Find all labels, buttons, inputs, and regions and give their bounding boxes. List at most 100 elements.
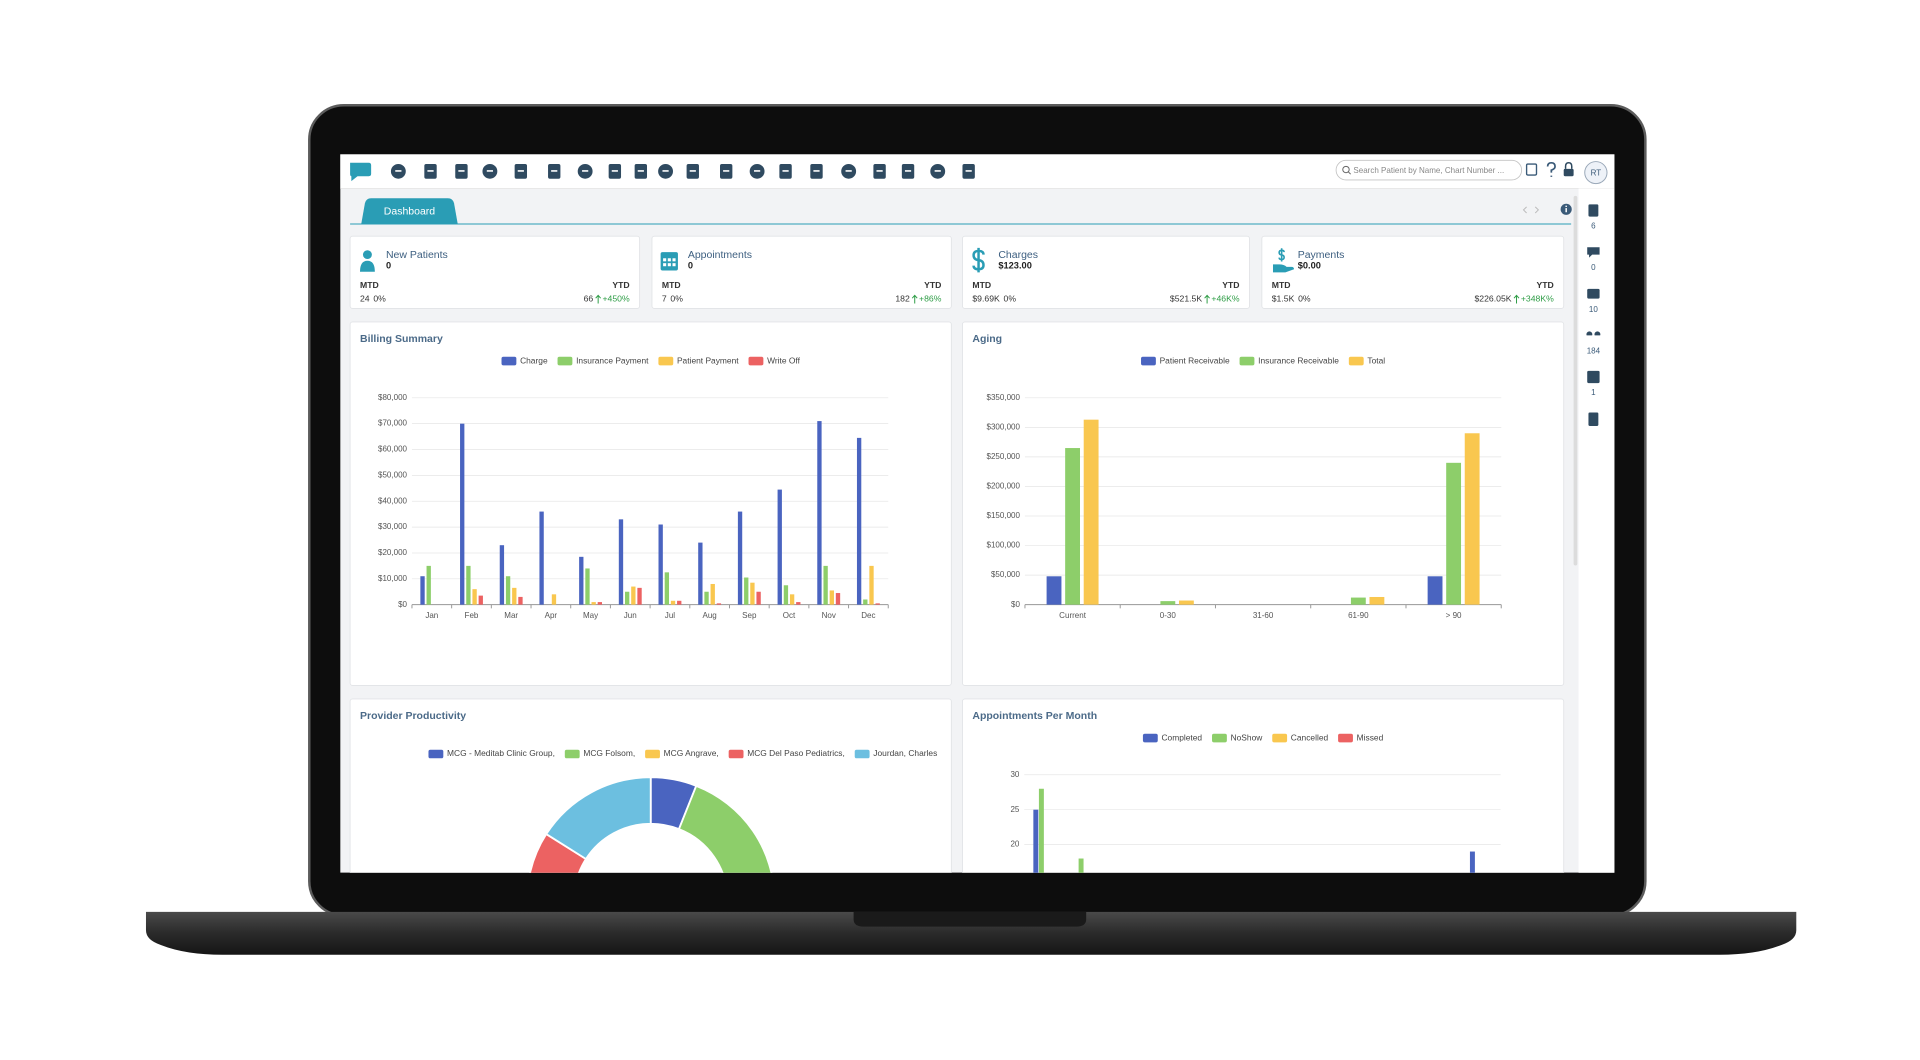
bar[interactable] — [618, 519, 624, 605]
rail-icon[interactable] — [1586, 331, 1601, 336]
rail-icon[interactable] — [1587, 247, 1600, 258]
bar[interactable] — [637, 587, 642, 605]
search-placeholder[interactable]: Search Patient by Name, Chart Number ... — [1353, 166, 1504, 175]
legend-swatch[interactable] — [557, 356, 573, 366]
bar[interactable] — [658, 524, 663, 605]
rail-icon[interactable] — [1587, 288, 1600, 299]
legend-swatch[interactable] — [428, 749, 444, 759]
bar[interactable] — [518, 596, 523, 605]
toolbar-icon[interactable] — [686, 164, 699, 179]
legend-swatch[interactable] — [748, 356, 764, 366]
bar[interactable] — [1065, 448, 1080, 605]
legend-label[interactable]: Patient Receivable — [1160, 355, 1230, 365]
bar[interactable] — [875, 603, 880, 605]
legend-swatch[interactable] — [564, 749, 580, 759]
bar[interactable] — [472, 589, 477, 605]
legend-swatch[interactable] — [1338, 733, 1353, 743]
legend-swatch[interactable] — [1272, 733, 1288, 743]
legend-swatch[interactable] — [658, 356, 674, 366]
rail-icon[interactable] — [1588, 204, 1599, 217]
user-avatar[interactable] — [1584, 161, 1608, 185]
bar[interactable] — [1446, 462, 1462, 605]
bar[interactable] — [1083, 419, 1099, 605]
bar[interactable] — [625, 591, 630, 605]
legend-label[interactable]: Write Off — [767, 355, 801, 365]
bar[interactable] — [1033, 809, 1039, 984]
toolbar-icon[interactable] — [873, 164, 886, 179]
toolbar-icon[interactable] — [455, 164, 468, 179]
tab-label[interactable]: Dashboard — [384, 207, 436, 218]
bar[interactable] — [1038, 788, 1044, 984]
toolbar-icon[interactable] — [608, 164, 622, 179]
bar[interactable] — [777, 489, 782, 605]
legend-swatch[interactable] — [854, 749, 870, 759]
legend-swatch[interactable] — [645, 749, 660, 759]
bar[interactable] — [789, 594, 795, 605]
legend-label[interactable]: Insurance Payment — [576, 355, 649, 365]
legend-swatch[interactable] — [1142, 733, 1158, 743]
bar[interactable] — [1350, 597, 1366, 605]
legend-label[interactable]: Patient Payment — [677, 355, 739, 365]
tab[interactable] — [361, 198, 458, 224]
toolbar-icon[interactable] — [810, 164, 823, 179]
toolbar-icon[interactable] — [749, 164, 765, 179]
bar[interactable] — [631, 586, 636, 605]
bar[interactable] — [856, 437, 862, 605]
legend-label[interactable]: MCG - Meditab Clinic Group, — [447, 748, 555, 758]
bar[interactable] — [869, 565, 874, 605]
bar[interactable] — [698, 542, 703, 605]
rail-icon[interactable] — [1587, 370, 1600, 384]
bar[interactable] — [716, 603, 722, 605]
toolbar-icon[interactable] — [424, 164, 437, 179]
lock-icon[interactable] — [1563, 168, 1574, 177]
bar[interactable] — [744, 577, 749, 605]
legend-label[interactable]: NoShow — [1231, 732, 1264, 742]
bar[interactable] — [585, 568, 590, 605]
bar[interactable] — [704, 591, 709, 605]
bar[interactable] — [597, 602, 603, 605]
bar[interactable] — [783, 585, 789, 605]
search-box[interactable] — [1335, 159, 1523, 181]
bar[interactable] — [1178, 600, 1194, 605]
doughnut-slice[interactable] — [566, 955, 696, 1022]
toolbar-icon[interactable] — [658, 164, 673, 179]
toolbar-icon[interactable] — [901, 164, 915, 179]
bar[interactable] — [466, 565, 471, 605]
legend-label[interactable]: Missed — [1357, 732, 1384, 742]
toolbar-icon[interactable] — [962, 164, 975, 179]
doughnut-slice[interactable] — [544, 776, 652, 861]
bar[interactable] — [505, 576, 511, 605]
legend-label[interactable]: MCG Angrave, — [664, 748, 719, 758]
bar[interactable] — [670, 600, 676, 605]
bar[interactable] — [539, 511, 544, 605]
legend-swatch[interactable] — [1212, 733, 1227, 743]
bar[interactable] — [1160, 601, 1176, 605]
bar[interactable] — [817, 421, 822, 605]
bar[interactable] — [756, 591, 761, 605]
bar[interactable] — [1046, 576, 1062, 605]
legend-swatch[interactable] — [728, 749, 744, 759]
bar[interactable] — [551, 594, 557, 605]
bar[interactable] — [1078, 858, 1084, 985]
legend-label[interactable]: Completed — [1161, 732, 1202, 742]
doughnut-slice[interactable] — [677, 784, 774, 1014]
toolbar-icon[interactable] — [482, 164, 498, 179]
help-icon[interactable] — [1546, 161, 1556, 177]
bar[interactable] — [710, 583, 715, 605]
bar[interactable] — [823, 565, 828, 605]
bar[interactable] — [737, 511, 743, 605]
bar[interactable] — [863, 599, 868, 605]
bar[interactable] — [829, 590, 834, 605]
toolbar-icon[interactable] — [779, 164, 792, 179]
bar[interactable] — [426, 565, 431, 605]
bar[interactable] — [1369, 596, 1385, 605]
bar[interactable] — [460, 423, 465, 605]
legend-label[interactable]: Jourdan, Charles — [873, 748, 937, 758]
legend-swatch[interactable] — [501, 356, 517, 366]
toolbar-icon[interactable] — [514, 164, 528, 179]
bar[interactable] — [1464, 433, 1480, 605]
bar[interactable] — [512, 587, 517, 605]
toolbar-icon[interactable] — [548, 164, 561, 179]
legend-label[interactable]: Cancelled — [1291, 732, 1329, 742]
toolbar-icon[interactable] — [720, 164, 733, 179]
